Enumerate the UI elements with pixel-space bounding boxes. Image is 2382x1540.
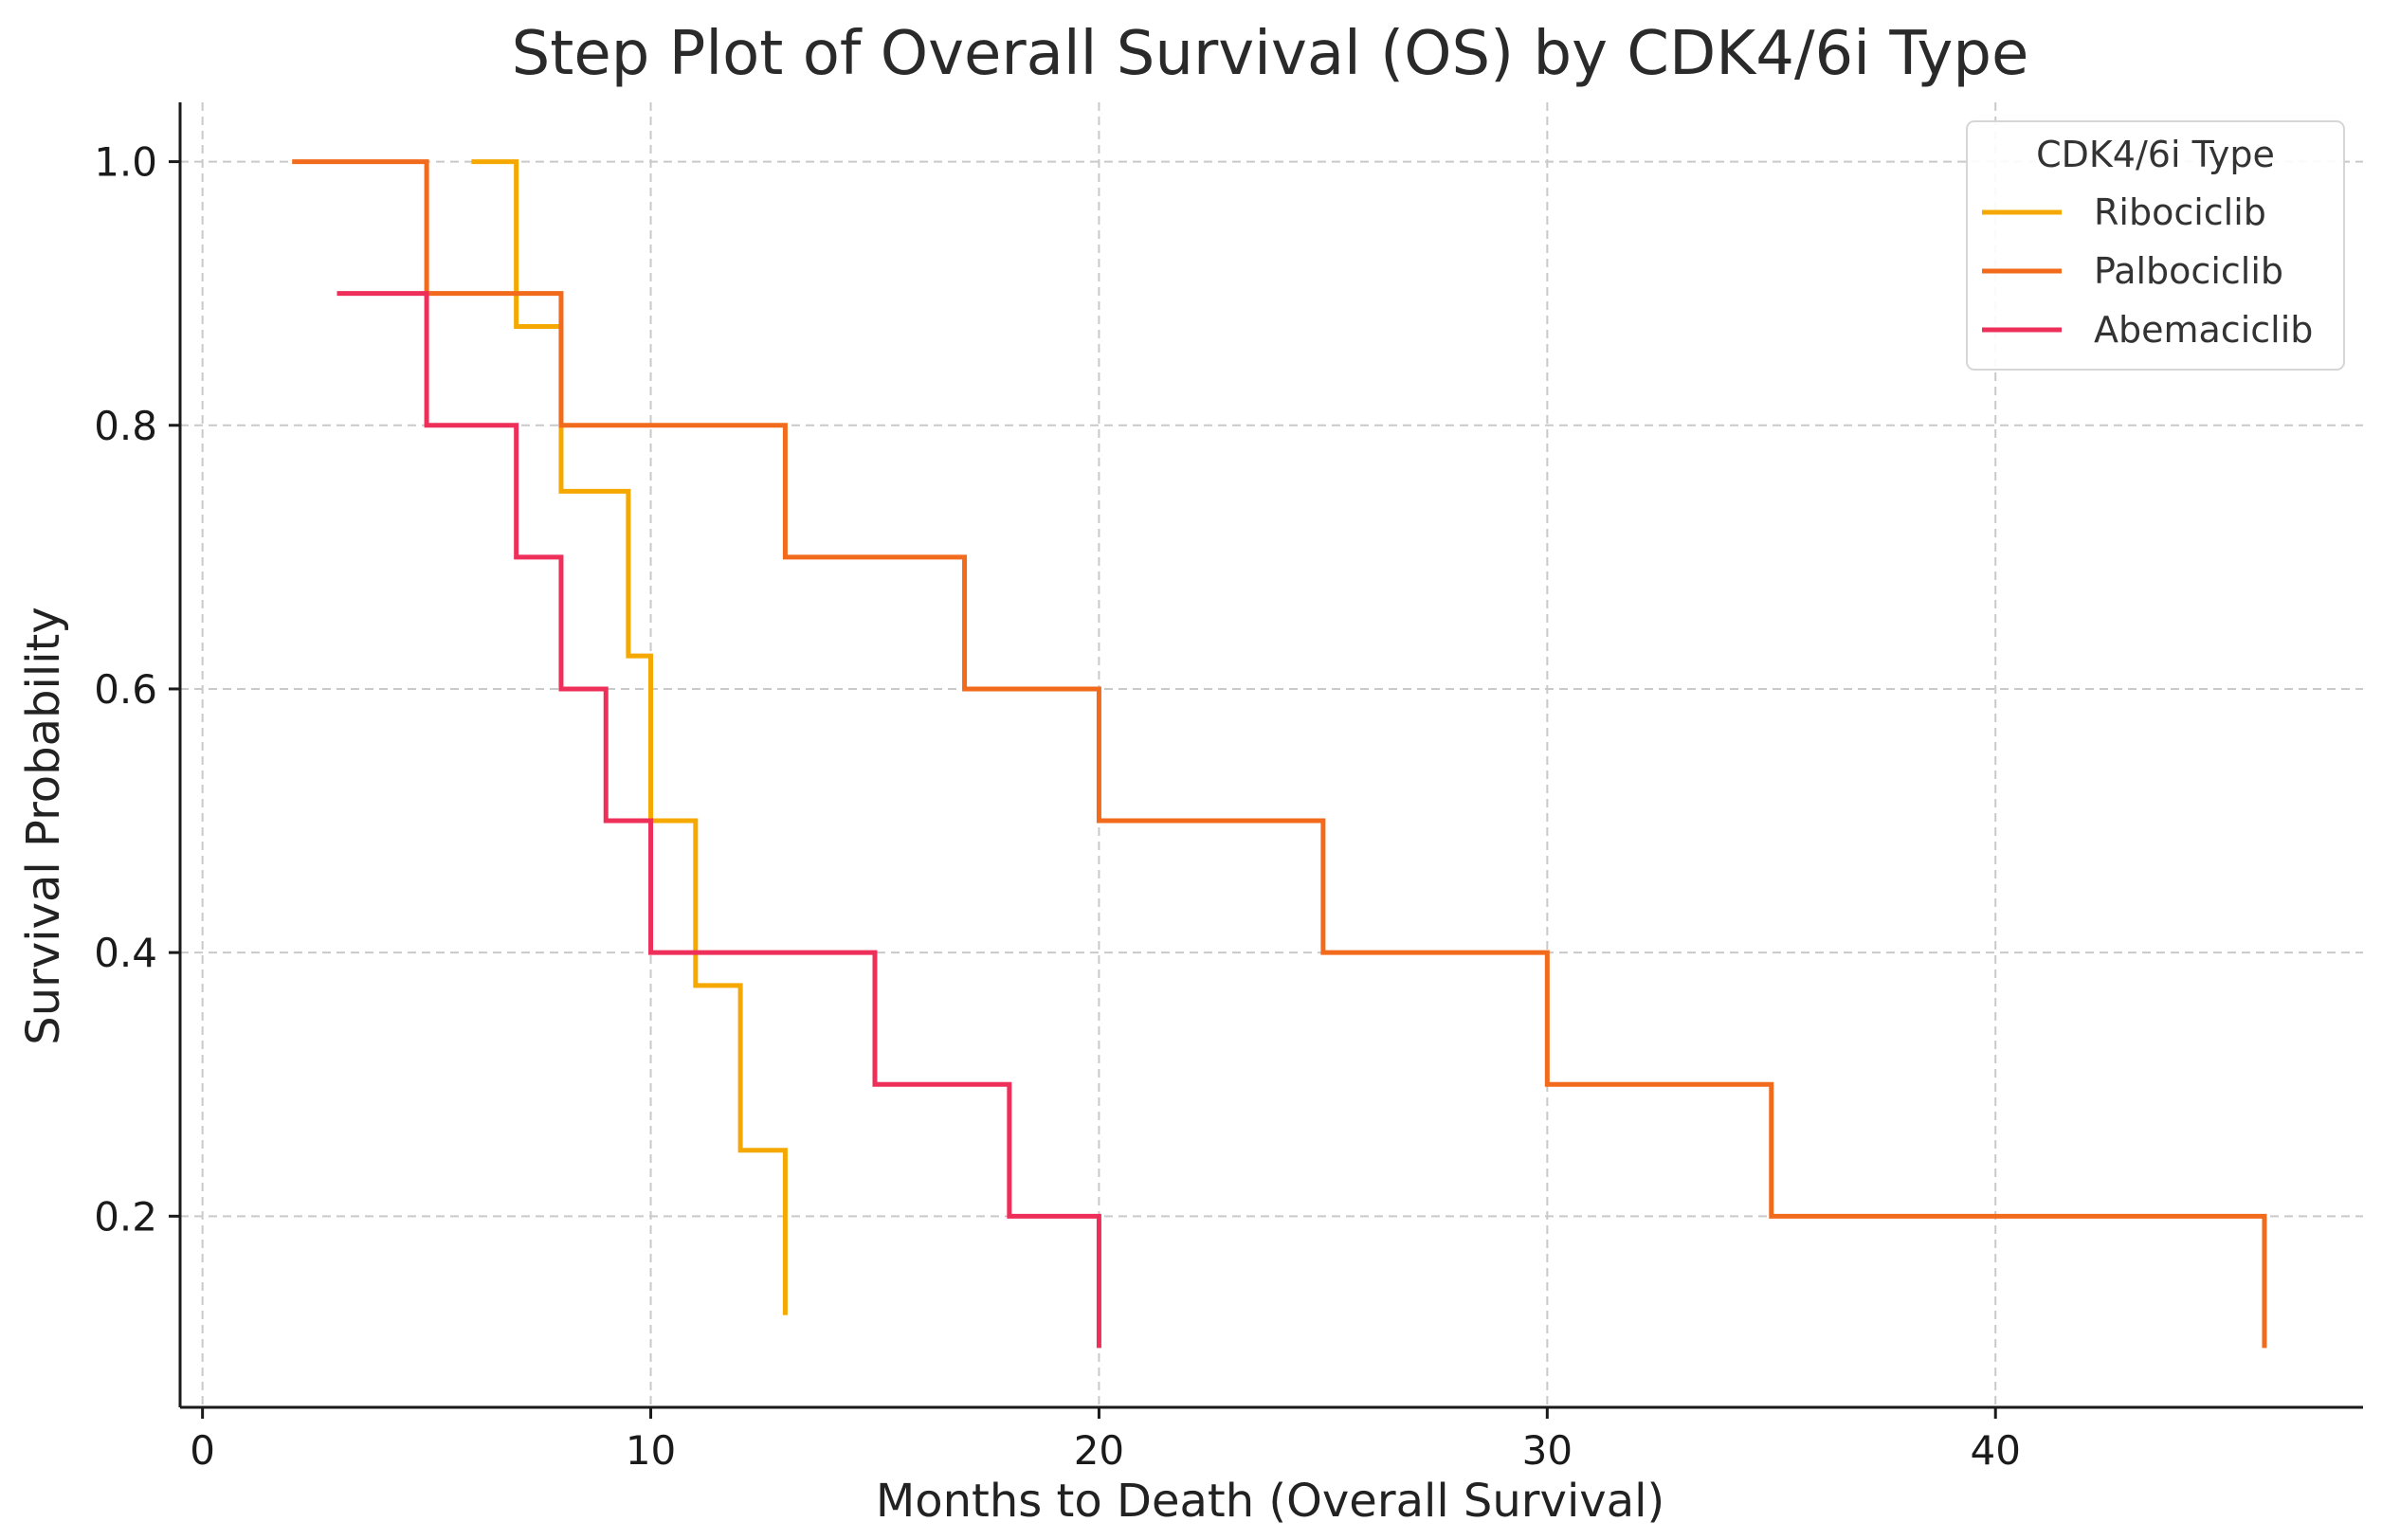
x-tick-label-0: 0 bbox=[190, 1427, 215, 1474]
y-tick-label-0: 0.2 bbox=[94, 1193, 157, 1240]
legend-title: CDK4/6i Type bbox=[2036, 134, 2275, 175]
chart-title: Step Plot of Overall Survival (OS) by CD… bbox=[512, 19, 2029, 89]
legend-label-ribociclib: Ribociclib bbox=[2094, 191, 2266, 233]
legend-entries: Ribociclib Palbociclib Abemaciclib bbox=[1982, 191, 2313, 351]
y-tick-label-2: 0.6 bbox=[94, 666, 157, 713]
legend: CDK4/6i Type Ribociclib Palbociclib Abemac… bbox=[1966, 120, 2345, 371]
x-axis-label: Months to Death (Overall Survival) bbox=[876, 1475, 1664, 1528]
series-line-ribociclib bbox=[471, 159, 788, 1315]
x-tick-label-3: 30 bbox=[1522, 1427, 1573, 1474]
series-lines bbox=[292, 159, 2267, 1349]
x-tick-label-1: 10 bbox=[626, 1427, 676, 1474]
series-line-abemaciclib bbox=[336, 291, 1101, 1349]
y-axis-label: Survival Probability bbox=[17, 607, 70, 1045]
legend-label-abemaciclib: Abemaciclib bbox=[2094, 309, 2313, 351]
y-tick-label-1: 0.4 bbox=[94, 930, 157, 976]
y-tick-label-4: 1.0 bbox=[94, 139, 157, 186]
x-tick-label-4: 40 bbox=[1970, 1427, 2020, 1474]
series-line-palbociclib bbox=[292, 159, 2267, 1349]
legend-box bbox=[1966, 120, 2345, 371]
x-tick-label-2: 20 bbox=[1074, 1427, 1124, 1474]
y-tick-label-3: 0.8 bbox=[94, 403, 157, 449]
grid-lines bbox=[180, 102, 2363, 1407]
axis-ticks: 0 10 20 30 40 0.2 0.4 0.6 0.8 1.0 bbox=[94, 139, 2021, 1474]
axes bbox=[178, 102, 2363, 1409]
legend-label-palbociclib: Palbociclib bbox=[2094, 250, 2283, 292]
